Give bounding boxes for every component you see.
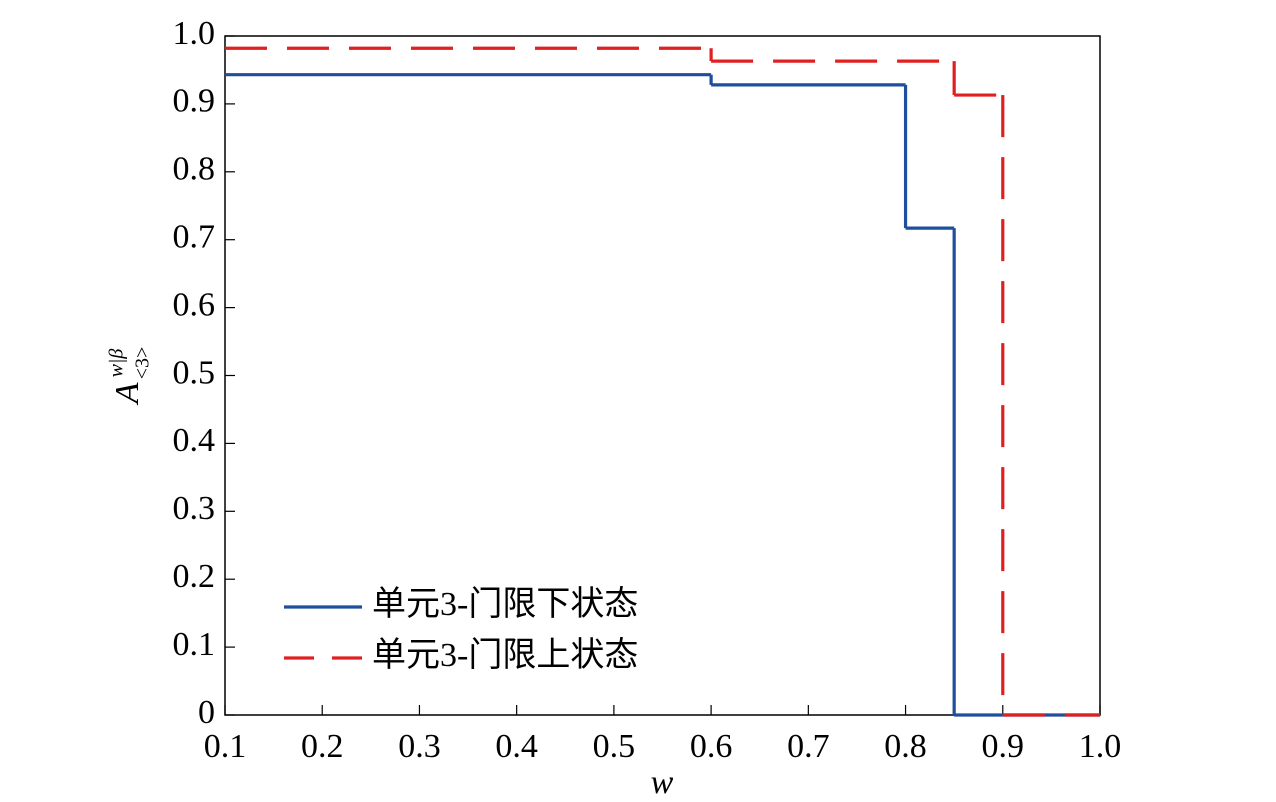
x-axis-label: w — [651, 764, 674, 801]
y-tick-label: 0.8 — [173, 151, 216, 188]
y-tick-label: 0.1 — [173, 626, 216, 663]
x-tick-label: 0.7 — [787, 728, 830, 765]
y-tick-label: 1.0 — [173, 15, 216, 52]
legend-label: 单元3-门限上状态 — [372, 636, 638, 674]
y-tick-label: 0.7 — [173, 218, 216, 255]
plot-frame — [224, 35, 1101, 716]
y-axis-label-base: A — [109, 382, 146, 405]
x-tick-label: 0.8 — [884, 728, 927, 765]
y-tick-label: 0.9 — [173, 83, 216, 120]
y-tick-label: 0.2 — [173, 558, 216, 595]
y-axis-label: A w|β <3> — [106, 347, 154, 406]
y-axis-label-sub: <3> — [132, 347, 154, 380]
x-tick-label: 0.2 — [301, 728, 344, 765]
x-tick-label: 0.1 — [204, 728, 247, 765]
y-tick-label: 0.4 — [173, 422, 216, 459]
x-tick-label: 0.6 — [690, 728, 733, 765]
y-tick-label: 0 — [198, 694, 215, 731]
y-tick-label: 0.3 — [173, 490, 216, 527]
legend-label: 单元3-门限下状态 — [372, 585, 638, 623]
x-tick-label: 0.4 — [495, 728, 538, 765]
x-tick-label: 0.9 — [982, 728, 1025, 765]
x-tick-label: 0.5 — [593, 728, 636, 765]
y-tick-label: 0.5 — [173, 354, 216, 391]
x-tick-label: 0.3 — [398, 728, 441, 765]
x-tick-label: 1.0 — [1079, 728, 1122, 765]
y-tick-label: 0.6 — [173, 286, 216, 323]
y-axis-label-sup: w|β — [106, 349, 128, 378]
